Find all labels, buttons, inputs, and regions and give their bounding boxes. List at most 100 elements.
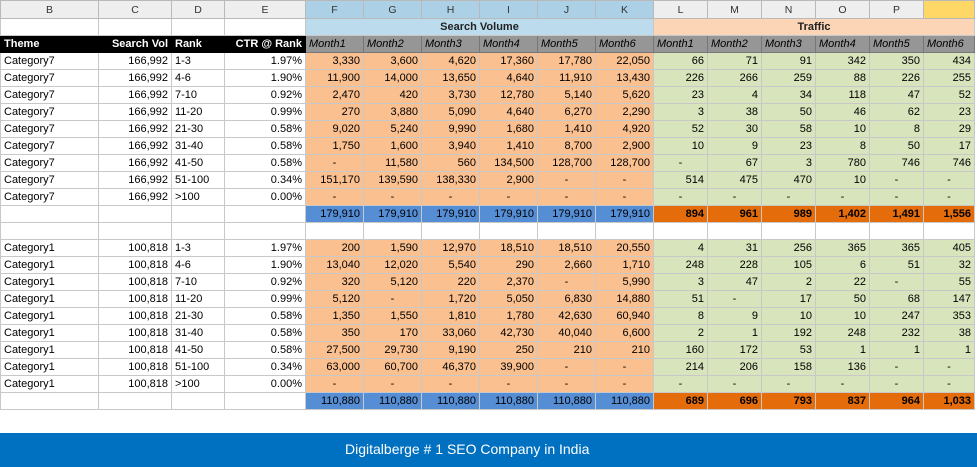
sv-month-cell[interactable]: 200 bbox=[305, 239, 364, 257]
traffic-month-cell[interactable]: 38 bbox=[923, 324, 975, 342]
sv-month-cell[interactable]: - bbox=[363, 375, 422, 393]
theme-cell[interactable]: Category7 bbox=[0, 188, 99, 206]
theme-cell[interactable]: Category7 bbox=[0, 103, 99, 121]
empty-cell[interactable] bbox=[98, 18, 172, 36]
traffic-month-cell[interactable]: 2 bbox=[653, 324, 708, 342]
rank-cell[interactable]: 11-20 bbox=[171, 103, 225, 121]
traffic-month-cell[interactable]: 71 bbox=[707, 52, 762, 70]
sv-month-cell[interactable]: 5,240 bbox=[363, 120, 422, 138]
search-vol-cell[interactable]: 166,992 bbox=[98, 52, 172, 70]
traffic-month-cell[interactable]: - bbox=[923, 358, 975, 376]
traffic-month-cell[interactable]: 365 bbox=[869, 239, 924, 257]
sv-month-cell[interactable]: 151,170 bbox=[305, 171, 364, 189]
empty-cell[interactable] bbox=[653, 222, 708, 240]
traffic-month-cell[interactable]: 248 bbox=[815, 324, 870, 342]
traffic-month-cell[interactable]: 47 bbox=[869, 86, 924, 104]
sv-month-cell[interactable]: 1,600 bbox=[363, 137, 422, 155]
traffic-month-cell[interactable]: - bbox=[869, 188, 924, 206]
traffic-month-cell[interactable]: 58 bbox=[761, 120, 816, 138]
sv-month-cell[interactable]: 46,370 bbox=[421, 358, 480, 376]
traffic-total-cell[interactable]: 1,033 bbox=[923, 392, 975, 410]
theme-cell[interactable]: Category1 bbox=[0, 341, 99, 359]
traffic-month-cell[interactable]: - bbox=[923, 188, 975, 206]
search-vol-cell[interactable]: 166,992 bbox=[98, 120, 172, 138]
sv-month-cell[interactable]: 9,190 bbox=[421, 341, 480, 359]
search-vol-cell[interactable]: 100,818 bbox=[98, 239, 172, 257]
traffic-month-cell[interactable]: 105 bbox=[761, 256, 816, 274]
sv-month-cell[interactable]: 139,590 bbox=[363, 171, 422, 189]
column-letter-K[interactable]: K bbox=[595, 0, 654, 19]
traffic-month-cell[interactable]: 4 bbox=[707, 86, 762, 104]
empty-cell[interactable] bbox=[224, 18, 306, 36]
traffic-month-cell[interactable]: 226 bbox=[869, 69, 924, 87]
sv-month-cell[interactable]: 14,880 bbox=[595, 290, 654, 308]
traffic-month-cell[interactable]: 53 bbox=[761, 341, 816, 359]
traffic-month-cell[interactable]: 17 bbox=[761, 290, 816, 308]
sv-month-cell[interactable]: 2,900 bbox=[479, 171, 538, 189]
traffic-month-cell[interactable]: 38 bbox=[707, 103, 762, 121]
sv-month-cell[interactable]: 18,510 bbox=[479, 239, 538, 257]
empty-cell[interactable] bbox=[0, 222, 99, 240]
sv-month-cell[interactable]: 320 bbox=[305, 273, 364, 291]
rank-cell[interactable]: 4-6 bbox=[171, 256, 225, 274]
sv-month-cell[interactable]: 8,700 bbox=[537, 137, 596, 155]
empty-cell[interactable] bbox=[98, 392, 172, 410]
rank-cell[interactable]: 21-30 bbox=[171, 307, 225, 325]
traffic-month-cell[interactable]: 232 bbox=[869, 324, 924, 342]
sv-month-cell[interactable]: - bbox=[479, 375, 538, 393]
sv-month-cell[interactable]: 20,550 bbox=[595, 239, 654, 257]
column-letter-H[interactable]: H bbox=[421, 0, 480, 19]
traffic-month-cell[interactable]: 470 bbox=[761, 171, 816, 189]
empty-cell[interactable] bbox=[479, 222, 538, 240]
sv-total-cell[interactable]: 179,910 bbox=[537, 205, 596, 223]
traffic-month-cell[interactable]: 214 bbox=[653, 358, 708, 376]
column-letter-O[interactable]: O bbox=[815, 0, 870, 19]
column-letter-I[interactable]: I bbox=[479, 0, 538, 19]
sv-month-cell[interactable]: 9,990 bbox=[421, 120, 480, 138]
ctr-cell[interactable]: 1.90% bbox=[224, 256, 306, 274]
search-vol-cell[interactable]: 100,818 bbox=[98, 358, 172, 376]
sv-month-cell[interactable]: 2,660 bbox=[537, 256, 596, 274]
column-letter-F[interactable]: F bbox=[305, 0, 364, 19]
traffic-month-cell[interactable]: 91 bbox=[761, 52, 816, 70]
search-vol-cell[interactable]: 100,818 bbox=[98, 307, 172, 325]
theme-cell[interactable]: Category7 bbox=[0, 154, 99, 172]
sv-month-cell[interactable]: 210 bbox=[595, 341, 654, 359]
column-letter-J[interactable]: J bbox=[537, 0, 596, 19]
rank-cell[interactable]: 11-20 bbox=[171, 290, 225, 308]
rank-cell[interactable]: 51-100 bbox=[171, 358, 225, 376]
sv-month-cell[interactable]: 1,710 bbox=[595, 256, 654, 274]
traffic-total-cell[interactable]: 837 bbox=[815, 392, 870, 410]
traffic-month-cell[interactable]: - bbox=[869, 358, 924, 376]
theme-cell[interactable]: Category1 bbox=[0, 375, 99, 393]
sv-month-cell[interactable]: 1,720 bbox=[421, 290, 480, 308]
ctr-cell[interactable]: 0.58% bbox=[224, 307, 306, 325]
sv-month-cell[interactable]: 290 bbox=[479, 256, 538, 274]
column-letter-L[interactable]: L bbox=[653, 0, 708, 19]
traffic-month-cell[interactable]: 259 bbox=[761, 69, 816, 87]
traffic-month-cell[interactable]: 10 bbox=[815, 171, 870, 189]
traffic-month-cell[interactable]: 23 bbox=[761, 137, 816, 155]
empty-cell[interactable] bbox=[171, 392, 225, 410]
sv-month-cell[interactable]: - bbox=[479, 188, 538, 206]
sv-month-cell[interactable]: - bbox=[363, 188, 422, 206]
traffic-month-cell[interactable]: 8 bbox=[869, 120, 924, 138]
sv-month-cell[interactable]: 220 bbox=[421, 273, 480, 291]
traffic-month-cell[interactable]: - bbox=[761, 188, 816, 206]
search-vol-cell[interactable]: 100,818 bbox=[98, 324, 172, 342]
traffic-month-cell[interactable]: 9 bbox=[707, 307, 762, 325]
sv-month-cell[interactable]: - bbox=[537, 171, 596, 189]
traffic-month-cell[interactable]: 17 bbox=[923, 137, 975, 155]
sv-month-cell[interactable]: 128,700 bbox=[537, 154, 596, 172]
empty-cell[interactable] bbox=[305, 222, 364, 240]
sv-month-cell[interactable]: - bbox=[595, 375, 654, 393]
traffic-month-cell[interactable]: 88 bbox=[815, 69, 870, 87]
sv-month-cell[interactable]: 420 bbox=[363, 86, 422, 104]
traffic-total-cell[interactable]: 793 bbox=[761, 392, 816, 410]
sv-month-cell[interactable]: 9,020 bbox=[305, 120, 364, 138]
rank-cell[interactable]: 7-10 bbox=[171, 273, 225, 291]
rank-cell[interactable]: 1-3 bbox=[171, 239, 225, 257]
sv-month-cell[interactable]: 6,830 bbox=[537, 290, 596, 308]
sv-month-cell[interactable]: 29,730 bbox=[363, 341, 422, 359]
ctr-cell[interactable]: 0.99% bbox=[224, 103, 306, 121]
